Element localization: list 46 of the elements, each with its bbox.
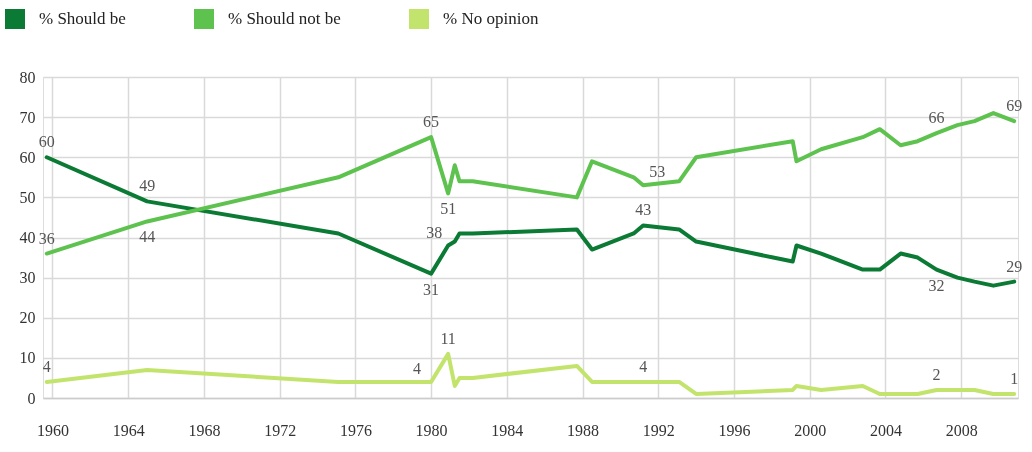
legend-label: % Should be bbox=[39, 9, 126, 28]
legend-label: % Should not be bbox=[228, 9, 341, 28]
y-tick-label: 40 bbox=[19, 229, 36, 246]
y-tick-label: 60 bbox=[19, 148, 36, 166]
data-label: 38 bbox=[426, 223, 443, 241]
data-label: 2 bbox=[932, 365, 941, 383]
data-label: 60 bbox=[38, 133, 55, 151]
data-label: 43 bbox=[635, 201, 652, 219]
x-tick-label: 1960 bbox=[36, 421, 69, 439]
data-label: 53 bbox=[649, 163, 666, 181]
data-label: 66 bbox=[928, 109, 945, 127]
x-tick-label: 1980 bbox=[415, 421, 448, 439]
y-tick-label: 10 bbox=[19, 349, 36, 367]
x-tick-label: 2004 bbox=[869, 421, 902, 439]
data-label: 51 bbox=[440, 200, 457, 218]
x-tick-label: 1992 bbox=[642, 421, 675, 439]
data-label: 31 bbox=[423, 280, 440, 298]
x-tick-label: 2000 bbox=[794, 421, 827, 439]
data-label: 4 bbox=[42, 357, 51, 375]
y-tick-label: 70 bbox=[19, 108, 36, 126]
x-tick-label: 1988 bbox=[567, 421, 600, 439]
x-tick-label: 1996 bbox=[718, 421, 751, 439]
y-tick-label: 50 bbox=[19, 188, 36, 206]
data-label: 49 bbox=[139, 177, 156, 195]
x-tick-label: 1976 bbox=[339, 421, 372, 439]
x-tick-label: 1972 bbox=[264, 421, 297, 439]
data-label: 36 bbox=[38, 229, 55, 247]
data-label: 65 bbox=[423, 113, 440, 131]
y-tick-label: 30 bbox=[19, 269, 36, 287]
data-label: 1 bbox=[1010, 369, 1019, 387]
data-label: 29 bbox=[1006, 257, 1023, 275]
data-label: 11 bbox=[440, 329, 456, 347]
legend-label: % No opinion bbox=[443, 9, 539, 28]
x-tick-label: 1964 bbox=[112, 421, 145, 439]
x-tick-label: 2008 bbox=[945, 421, 978, 439]
x-tick-label: 1968 bbox=[188, 421, 221, 439]
line-series bbox=[44, 351, 1017, 396]
y-tick-label: 80 bbox=[19, 68, 36, 86]
data-label: 4 bbox=[639, 357, 648, 375]
y-tick-label: 0 bbox=[27, 389, 36, 407]
data-label: 44 bbox=[139, 228, 156, 246]
y-tick-label: 20 bbox=[19, 309, 36, 327]
data-label: 69 bbox=[1006, 97, 1023, 115]
data-label: 4 bbox=[413, 359, 422, 377]
data-label: 32 bbox=[928, 276, 945, 294]
x-tick-label: 1984 bbox=[491, 421, 524, 439]
